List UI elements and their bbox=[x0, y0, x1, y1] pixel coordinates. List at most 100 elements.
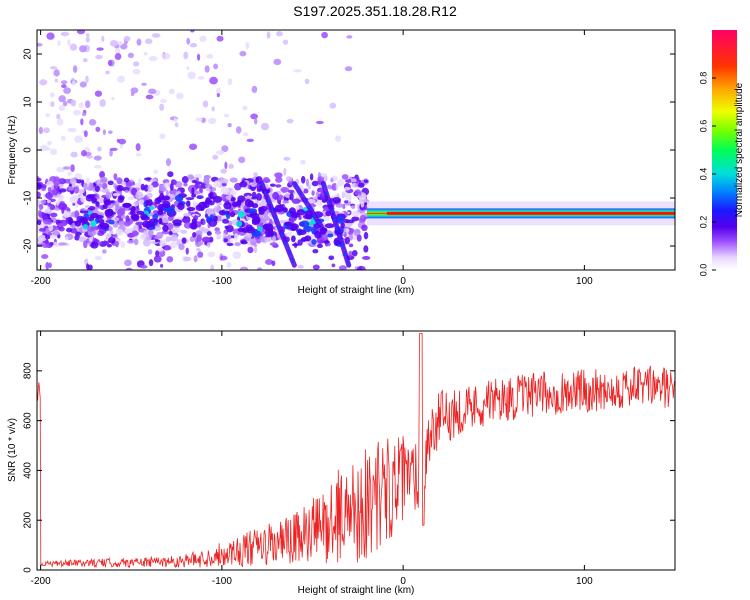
heatmap-blob bbox=[265, 259, 273, 266]
heatmap-blob bbox=[133, 238, 139, 246]
heatmap-blob bbox=[175, 92, 184, 100]
heatmap-blob bbox=[346, 35, 353, 39]
heatmap-blob bbox=[135, 143, 141, 152]
heatmap-blob bbox=[238, 156, 246, 164]
heatmap-blob bbox=[43, 127, 50, 134]
heatmap-blob bbox=[282, 39, 289, 45]
heatmap-blob bbox=[329, 102, 337, 109]
heatmap-blob bbox=[99, 170, 105, 179]
colorbar-label: Normalized spectral amplitude bbox=[734, 82, 745, 217]
heatmap-blob bbox=[119, 143, 123, 149]
heatmap-blob bbox=[84, 204, 90, 209]
heatmap-blob bbox=[220, 178, 229, 184]
heatmap-core-blob bbox=[321, 227, 328, 233]
heatmap-blob bbox=[316, 243, 323, 249]
heatmap-blob bbox=[220, 168, 227, 174]
heatmap-blob bbox=[202, 220, 206, 225]
heatmap-blob bbox=[74, 172, 82, 180]
heatmap-blob bbox=[115, 47, 121, 55]
heatmap-blob bbox=[109, 149, 113, 157]
heatmap-blob bbox=[40, 144, 48, 151]
heatmap-blob bbox=[243, 192, 253, 197]
heatmap-core-blob bbox=[333, 238, 340, 246]
heatmap-blob bbox=[50, 101, 55, 108]
heatmap-blob bbox=[153, 169, 159, 175]
heatmap-blob bbox=[187, 174, 194, 180]
heatmap-core-blob bbox=[152, 213, 159, 220]
heatmap-blob bbox=[57, 40, 61, 47]
heatmap-blob bbox=[344, 223, 352, 228]
heatmap-blob bbox=[183, 256, 192, 262]
heatmap-blob bbox=[311, 180, 319, 187]
heatmap-blob bbox=[269, 183, 276, 187]
heatmap-blob bbox=[280, 186, 290, 193]
heatmap-blob bbox=[246, 138, 255, 143]
heatmap-blob bbox=[264, 237, 272, 243]
heatmap-blob bbox=[109, 40, 118, 47]
heatmap-blob bbox=[80, 118, 84, 126]
heatmap-blob bbox=[169, 183, 174, 191]
heatmap-blob bbox=[224, 161, 228, 170]
heatmap-blob bbox=[49, 92, 55, 98]
heatmap-blob bbox=[363, 245, 369, 253]
heatmap-blob bbox=[126, 240, 135, 244]
carrier-peak bbox=[386, 211, 675, 215]
heatmap-blob bbox=[154, 235, 163, 240]
heatmap-core-blob bbox=[172, 219, 183, 225]
heatmap-blob bbox=[283, 156, 291, 161]
y-tick-label: -10 bbox=[23, 190, 34, 205]
heatmap-core-blob bbox=[291, 235, 296, 243]
heatmap-blob bbox=[335, 203, 344, 208]
heatmap-blob bbox=[328, 255, 335, 261]
heatmap-blob bbox=[42, 218, 52, 225]
heatmap-blob bbox=[291, 243, 300, 247]
heatmap-blob bbox=[323, 207, 330, 211]
heatmap-blob bbox=[159, 103, 165, 111]
heatmap-blob bbox=[132, 224, 139, 231]
heatmap-blob bbox=[137, 178, 142, 184]
heatmap-blob bbox=[186, 66, 190, 71]
heatmap-blob bbox=[341, 174, 349, 180]
heatmap-blob bbox=[106, 243, 112, 248]
heatmap-blob bbox=[147, 229, 154, 238]
x-tick-label: -200 bbox=[31, 276, 51, 287]
heatmap-blob bbox=[230, 190, 237, 196]
heatmap-blob bbox=[193, 255, 198, 263]
heatmap-blob bbox=[120, 240, 125, 249]
heatmap-blob bbox=[223, 238, 228, 243]
heatmap-blob bbox=[214, 227, 220, 232]
heatmap-blob bbox=[189, 236, 195, 243]
heatmap-blob bbox=[58, 193, 64, 201]
heatmap-blob bbox=[344, 66, 353, 72]
heatmap-blob bbox=[132, 61, 140, 67]
heatmap-blob bbox=[122, 186, 131, 192]
heatmap-blob bbox=[115, 240, 119, 248]
heatmap-blob bbox=[347, 195, 352, 203]
heatmap-blob bbox=[330, 177, 334, 183]
heatmap-blob bbox=[337, 178, 345, 187]
heatmap-blob bbox=[148, 259, 154, 267]
heatmap-blob bbox=[118, 138, 127, 145]
heatmap-blob bbox=[99, 99, 106, 107]
heatmap-blob bbox=[293, 69, 302, 73]
heatmap-blob bbox=[58, 188, 67, 193]
heatmap-blob bbox=[188, 143, 198, 151]
heatmap-blob bbox=[229, 177, 238, 183]
heatmap-blob bbox=[348, 230, 354, 235]
heatmap-core-blob bbox=[82, 223, 89, 230]
heatmap-blob bbox=[203, 177, 210, 185]
heatmap-blob bbox=[108, 236, 116, 244]
heatmap-blob bbox=[159, 133, 166, 139]
heatmap-core-blob bbox=[296, 209, 306, 216]
heatmap-blob bbox=[120, 214, 126, 219]
heatmap-blob bbox=[162, 245, 172, 251]
heatmap-core-blob bbox=[314, 230, 322, 239]
colorbar-ticks: 0.0 0.2 0.4 0.6 0.8 bbox=[698, 72, 716, 276]
heatmap-blob bbox=[178, 243, 185, 251]
heatmap-core-blob bbox=[191, 193, 197, 198]
heatmap-blob bbox=[41, 184, 47, 189]
heatmap-blob bbox=[58, 104, 66, 112]
x-tick-label: 100 bbox=[576, 576, 593, 587]
heatmap-blob bbox=[47, 187, 52, 192]
heatmap-blob bbox=[73, 186, 80, 194]
